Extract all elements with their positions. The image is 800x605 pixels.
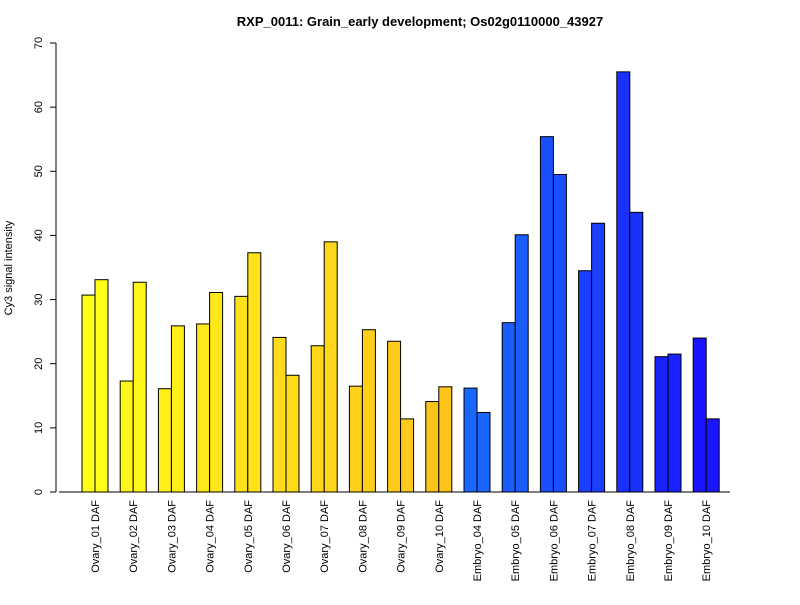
bar (170, 325, 185, 493)
x-tick-label: Ovary_10 DAF (434, 500, 446, 573)
x-tick-label: Embryo_07 DAF (587, 500, 599, 582)
x-tick-label: Embryo_04 DAF (472, 500, 484, 582)
x-tick-label: Ovary_04 DAF (205, 500, 217, 573)
bar (692, 337, 707, 493)
y-tick-label: 0 (33, 489, 45, 495)
bar (425, 401, 440, 493)
bar (616, 71, 631, 493)
y-tick-label: 30 (33, 293, 45, 305)
x-tick-label: Embryo_08 DAF (625, 500, 637, 582)
category-labels: Ovary_01 DAF Ovary_02 DAF Ovary_03 DAF Ovar… (90, 500, 713, 582)
x-tick-label: Ovary_02 DAF (128, 500, 140, 573)
bar (387, 340, 402, 493)
bar (591, 222, 606, 493)
x-tick-label: Ovary_08 DAF (357, 500, 369, 573)
bar (81, 294, 96, 493)
x-tick-label: Embryo_05 DAF (510, 500, 522, 582)
bar (438, 386, 453, 493)
bar (578, 270, 593, 493)
bar (654, 356, 669, 493)
bar (119, 380, 134, 493)
bar (132, 281, 147, 493)
bar (667, 353, 682, 493)
chart-title: RXP_0011: Grain_early development; Os02g… (237, 14, 603, 29)
x-tick-label: Ovary_06 DAF (281, 500, 293, 573)
bar (552, 173, 567, 493)
bar (361, 329, 376, 493)
bar (272, 336, 287, 493)
bar (157, 388, 172, 493)
y-axis-label: Cy3 signal intensity (3, 220, 15, 315)
bar (234, 295, 249, 493)
bar (247, 252, 262, 493)
bar (501, 322, 516, 493)
bar (310, 345, 325, 493)
x-tick-label: Embryo_06 DAF (548, 500, 560, 582)
x-tick-label: Ovary_01 DAF (90, 500, 102, 573)
bar (705, 418, 720, 493)
bar (476, 411, 491, 493)
y-tick-label: 50 (33, 165, 45, 177)
bar (323, 241, 338, 493)
bar (94, 279, 109, 493)
x-tick-label: Ovary_05 DAF (243, 500, 255, 573)
x-tick-label: Ovary_03 DAF (166, 500, 178, 573)
x-tick-label: Embryo_10 DAF (701, 500, 713, 582)
bar (209, 292, 224, 493)
x-tick-label: Embryo_09 DAF (663, 500, 675, 582)
bar (514, 234, 529, 493)
bar (348, 385, 363, 493)
x-tick-label: Ovary_09 DAF (396, 500, 408, 573)
bar (196, 323, 211, 493)
y-tick-label: 10 (33, 422, 45, 434)
bar (539, 136, 554, 493)
x-tick-label: Ovary_07 DAF (319, 500, 331, 573)
bar (400, 418, 415, 493)
bar (463, 387, 478, 493)
y-tick-label: 40 (33, 229, 45, 241)
bars (81, 71, 720, 493)
y-axis: 0 10 20 30 40 50 60 70 (33, 37, 57, 495)
y-tick-label: 20 (33, 358, 45, 370)
y-tick-label: 60 (33, 101, 45, 113)
bar (285, 374, 300, 493)
bar (629, 211, 644, 493)
y-tick-label: 70 (33, 37, 45, 49)
